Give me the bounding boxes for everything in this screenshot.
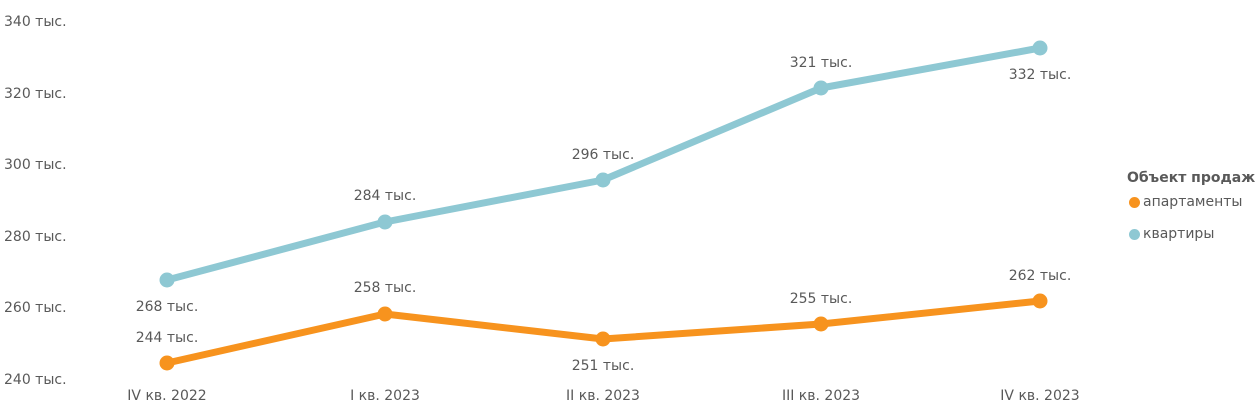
data-label: 262 тыс. xyxy=(1008,268,1072,284)
flats-marker[interactable] xyxy=(813,80,829,96)
data-label: 268 тыс. xyxy=(135,299,199,315)
apartments-marker[interactable] xyxy=(159,355,175,371)
data-label: 251 тыс. xyxy=(571,358,635,374)
y-tick-label: 340 тыс. xyxy=(4,14,67,30)
data-label: 255 тыс. xyxy=(789,291,853,307)
flats-marker[interactable] xyxy=(595,172,611,188)
data-label: 284 тыс. xyxy=(353,188,417,204)
legend-item-label: квартиры xyxy=(1143,226,1215,242)
y-tick-label: 300 тыс. xyxy=(4,157,67,173)
series-flats xyxy=(159,40,1048,288)
legend: Объект продаж апартаменты квартиры xyxy=(1127,170,1255,258)
series-apartments xyxy=(159,293,1048,371)
data-label: 332 тыс. xyxy=(1008,67,1072,83)
flats-marker[interactable] xyxy=(377,214,393,230)
apartments-marker[interactable] xyxy=(595,331,611,347)
x-tick-label: IV кв. 2023 xyxy=(1000,388,1080,404)
y-tick-label: 280 тыс. xyxy=(4,229,67,245)
y-tick-label: 260 тыс. xyxy=(4,300,67,316)
x-tick-label: II кв. 2023 xyxy=(566,388,640,404)
apartments-marker[interactable] xyxy=(813,316,829,332)
y-tick-label: 240 тыс. xyxy=(4,372,67,388)
legend-title: Объект продаж xyxy=(1127,170,1256,186)
data-label: 296 тыс. xyxy=(571,147,635,163)
orange-dot-icon xyxy=(1129,196,1140,208)
data-label: 321 тыс. xyxy=(789,55,853,71)
x-tick-label: IV кв. 2022 xyxy=(127,388,207,404)
flats-line xyxy=(163,44,1044,284)
legend-item-flats[interactable]: квартиры xyxy=(1127,226,1255,242)
data-label: 244 тыс. xyxy=(135,330,199,346)
apartments-marker[interactable] xyxy=(1032,293,1048,309)
y-tick-label: 320 тыс. xyxy=(4,86,67,102)
blue-dot-icon xyxy=(1129,228,1140,240)
flats-marker[interactable] xyxy=(1032,40,1048,56)
legend-item-apartments[interactable]: апартаменты xyxy=(1127,194,1255,210)
x-tick-label: III кв. 2023 xyxy=(781,388,861,404)
apartments-marker[interactable] xyxy=(377,306,393,322)
flats-marker[interactable] xyxy=(159,272,175,288)
data-label: 258 тыс. xyxy=(353,280,417,296)
x-tick-label: I кв. 2023 xyxy=(350,388,420,404)
legend-item-label: апартаменты xyxy=(1143,194,1243,210)
